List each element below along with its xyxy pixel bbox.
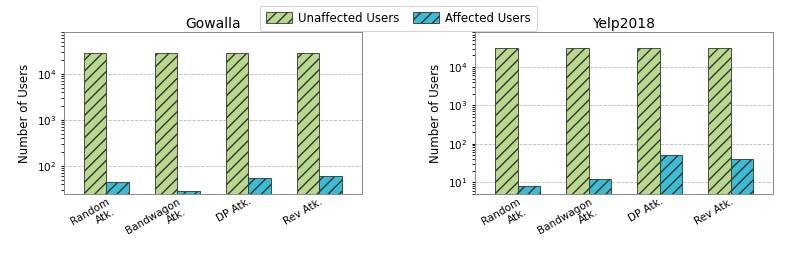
Title: Gowalla: Gowalla	[185, 17, 241, 31]
Bar	[296, 52, 320, 269]
Bar	[106, 182, 129, 269]
Legend: Unaffected Users, Affected Users: Unaffected Users, Affected Users	[260, 6, 537, 31]
Y-axis label: Number of Users: Number of Users	[18, 63, 31, 162]
Bar	[226, 52, 248, 269]
Bar	[708, 48, 731, 269]
Y-axis label: Number of Users: Number of Users	[430, 63, 442, 162]
Bar	[731, 159, 753, 269]
Bar	[637, 48, 660, 269]
Bar	[660, 155, 682, 269]
Bar	[589, 179, 611, 269]
Bar	[84, 52, 106, 269]
Bar	[320, 176, 342, 269]
Bar	[566, 48, 589, 269]
Bar	[177, 192, 200, 269]
Bar	[495, 48, 517, 269]
Title: Yelp2018: Yelp2018	[593, 17, 656, 31]
Bar	[517, 186, 540, 269]
Bar	[155, 52, 177, 269]
Bar	[248, 178, 271, 269]
